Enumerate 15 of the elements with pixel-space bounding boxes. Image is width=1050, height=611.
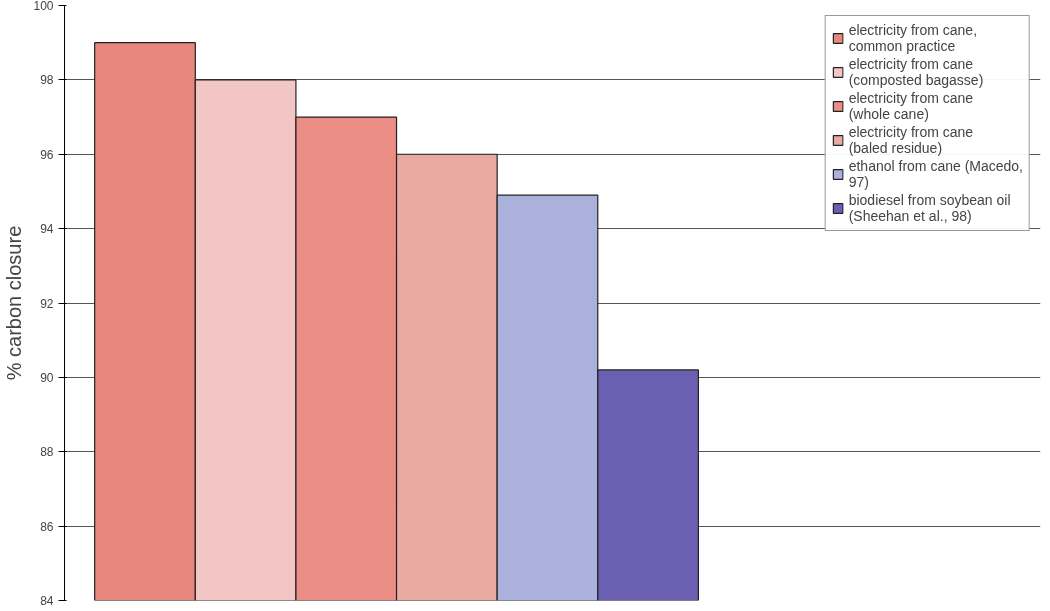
y-tick-label: 86 bbox=[40, 519, 54, 534]
y-tick-label: 88 bbox=[40, 445, 54, 460]
legend-label: electricity from cane (baled residue) bbox=[848, 124, 974, 156]
y-axis-title: % carbon closure bbox=[3, 225, 26, 381]
y-tick-label: 94 bbox=[40, 222, 54, 237]
y-tick-label: 90 bbox=[40, 370, 54, 385]
legend-label: electricity from cane (whole cane) bbox=[848, 90, 974, 122]
legend-label: biodiesel from soybean oil (Sheehan et al., 98) bbox=[848, 192, 1011, 224]
y-tick-label: 84 bbox=[40, 594, 54, 608]
y-tick-label: 100 bbox=[33, 0, 54, 13]
y-tick-label: 96 bbox=[40, 147, 54, 162]
y-tick-label: 92 bbox=[40, 296, 54, 311]
legend-label: ethanol from cane (Macedo, 97) bbox=[848, 158, 1023, 190]
y-tick-label: 98 bbox=[40, 73, 54, 88]
legend-label: electricity from cane (composted bagasse) bbox=[848, 56, 984, 88]
